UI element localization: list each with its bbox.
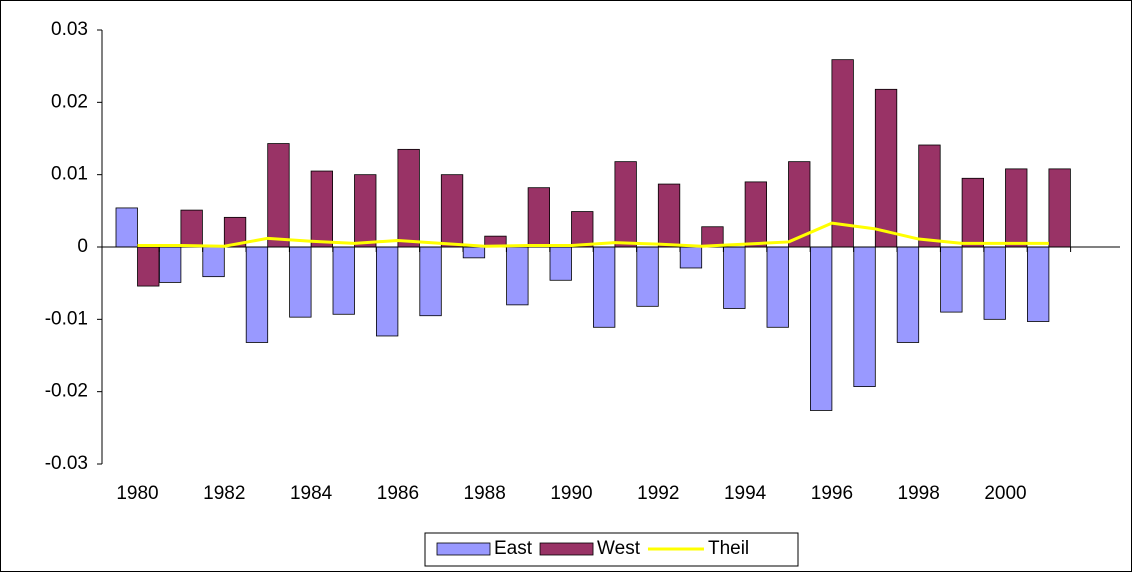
x-tick-label: 1980 — [116, 483, 158, 504]
x-tick-label: 1998 — [898, 483, 940, 504]
bar — [853, 246, 876, 388]
bar — [874, 88, 898, 248]
bar — [462, 246, 486, 259]
bar — [723, 246, 746, 309]
bar — [137, 246, 160, 287]
bar — [440, 174, 464, 248]
x-tick-label: 1986 — [377, 483, 419, 504]
legend-swatch — [436, 542, 491, 556]
line — [137, 221, 1049, 248]
y-tick-label: -0.02 — [45, 381, 88, 402]
y-tick-label: 0.02 — [51, 91, 88, 112]
y-tick-label: -0.01 — [45, 308, 88, 329]
bar — [983, 246, 1006, 320]
bar — [1027, 246, 1050, 322]
bar — [310, 170, 334, 248]
bar — [397, 148, 420, 248]
bar — [831, 59, 854, 248]
bar — [245, 246, 269, 343]
bar — [961, 177, 984, 248]
bar — [180, 209, 203, 248]
bar — [506, 246, 529, 306]
y-tick-label: 0.01 — [51, 164, 88, 185]
bar — [810, 246, 833, 411]
bar — [940, 246, 963, 313]
bar — [419, 246, 442, 317]
bar — [375, 246, 399, 337]
bar — [571, 211, 594, 248]
bar — [158, 246, 182, 283]
legend: East West Theil — [424, 532, 799, 567]
bar — [1005, 168, 1028, 248]
legend-label: Theil — [708, 538, 749, 559]
bar — [744, 181, 767, 248]
bar — [354, 174, 377, 248]
x-tick-label: 1988 — [464, 483, 506, 504]
x-tick-label: 1994 — [724, 483, 767, 504]
bar — [549, 246, 572, 281]
bar — [202, 246, 225, 278]
bar — [267, 143, 290, 248]
x-tick-label: 1992 — [637, 483, 679, 504]
bar — [115, 207, 138, 248]
y-tick-label: 0.03 — [51, 19, 88, 40]
bar — [593, 246, 616, 328]
bar — [527, 187, 550, 248]
x-tick-label: 1990 — [550, 483, 592, 504]
legend-swatch — [539, 542, 594, 556]
bar — [896, 246, 920, 343]
x-tick-label: 1982 — [203, 483, 245, 504]
bar — [766, 246, 789, 328]
x-tick-label: 2000 — [984, 483, 1026, 504]
bar — [918, 144, 941, 248]
y-tick-label: -0.03 — [45, 453, 88, 474]
x-tick-label: 1996 — [811, 483, 853, 504]
bar — [1048, 168, 1071, 248]
x-tick-label: 1984 — [290, 483, 333, 504]
bar — [679, 246, 703, 269]
bar — [614, 161, 637, 248]
legend-label: West — [597, 538, 641, 559]
bar — [657, 183, 681, 248]
y-tick-label: 0 — [77, 236, 88, 257]
bar — [332, 246, 355, 315]
bar — [289, 246, 312, 318]
legend-label: East — [494, 538, 533, 559]
bar — [636, 246, 659, 307]
